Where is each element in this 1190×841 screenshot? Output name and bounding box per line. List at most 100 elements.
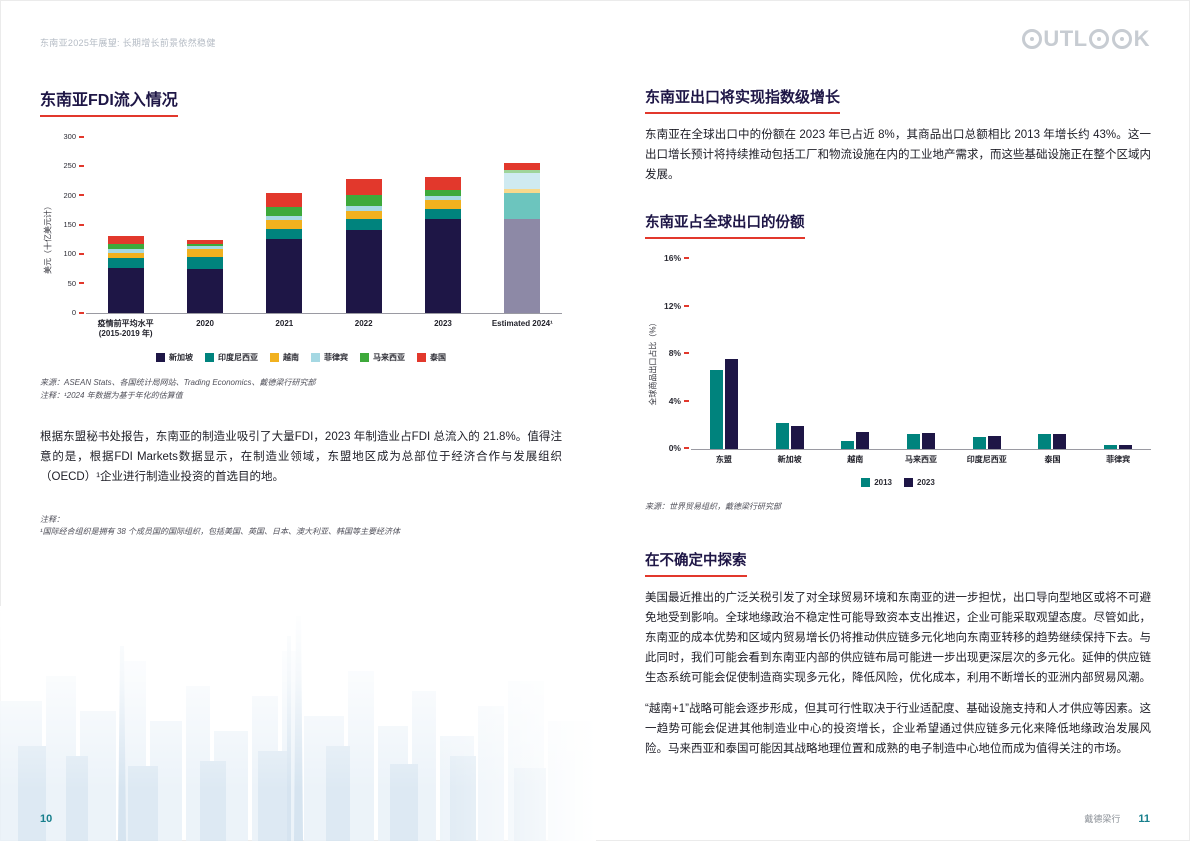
uncertainty-paragraph-2: “越南+1”战略可能会逐步形成，但其可行性取决于行业适配度、基础设施支持和人才供… [645, 703, 1151, 755]
bar-segment [424, 218, 461, 313]
plot-area: 东盟 新加坡 越南 马来西亚 印度尼西亚 泰国 菲律宾 [691, 259, 1151, 465]
bar [1119, 445, 1133, 450]
footnote-label: 注释： [40, 514, 64, 524]
export-chart-source: 来源：世界贸易组织，戴德梁行研究部 [645, 501, 781, 511]
legend-item: 印度尼西亚 [205, 352, 258, 363]
bar-segment [107, 257, 144, 268]
legend-label: 泰国 [430, 352, 446, 362]
bar-column [86, 137, 165, 313]
legend-item: 泰国 [417, 352, 446, 363]
y-tick-label: 4% [668, 395, 681, 406]
bar-column [483, 137, 562, 313]
page-number-left: 10 [40, 813, 53, 825]
bar-segment [345, 206, 382, 212]
bar-segment [266, 192, 303, 208]
bar [907, 433, 921, 450]
page-number-right: 11 [1138, 812, 1150, 825]
bar [709, 369, 723, 450]
fdi-section-title: 东南亚FDI流入情况 [40, 86, 178, 117]
bar-segment [504, 172, 541, 189]
y-axis: 0% 4% 8% 12% 16% [661, 253, 691, 453]
bar-segment [504, 162, 541, 170]
bar-column [822, 259, 888, 450]
stacked-bar [345, 179, 382, 313]
bar-column [245, 137, 324, 313]
y-tick-mark [79, 194, 84, 197]
legend-swatch [417, 352, 426, 362]
legend-label: 新加坡 [169, 352, 193, 362]
oecd-footnote: 注释： ¹国际经合组织是拥有 38 个成员国的国际组织，包括美国、英国、日本、澳… [40, 514, 562, 540]
y-tick-mark [79, 164, 84, 167]
y-tick: 50 [68, 279, 84, 288]
y-axis-title-text: 美元（十亿美元计） [43, 202, 53, 275]
bar-column [954, 259, 1020, 450]
legend-label: 印度尼西亚 [218, 352, 258, 362]
bar-column [691, 259, 757, 450]
bar-segment [186, 257, 223, 269]
skyline-fade-overlay [0, 606, 596, 841]
bar-segment [504, 169, 541, 173]
exports-section-title: 东南亚出口将实现指数级增长 [645, 86, 841, 114]
y-tick-mark [684, 352, 689, 355]
y-tick-mark [684, 399, 689, 402]
footnote-text: ¹国际经合组织是拥有 38 个成员国的国际组织，包括美国、英国、日本、澳大利亚、… [40, 527, 401, 537]
bar-group [709, 359, 738, 450]
x-tick-label: Estimated 2024¹ [491, 319, 553, 328]
bar-segment [504, 188, 541, 193]
y-tick: 250 [63, 161, 84, 170]
logo-o-icon [1089, 29, 1110, 49]
chart-legend: 新加坡 印度尼西亚 越南 菲律宾 马来西亚 泰国 [40, 352, 562, 363]
bar-segment [424, 196, 461, 201]
legend-label: 菲律宾 [324, 352, 348, 362]
legend-item: 新加坡 [156, 352, 193, 363]
y-tick-label: 250 [63, 161, 76, 171]
bar-segment [424, 190, 461, 197]
bar-column [1020, 259, 1086, 450]
y-tick-mark [684, 257, 689, 260]
y-tick-label: 100 [63, 249, 76, 259]
logo-letter: T [1059, 26, 1074, 51]
stacked-bar [504, 162, 541, 313]
bar [1104, 445, 1118, 450]
exports-paragraph: 东南亚在全球出口中的份额在 2023 年已占近 8%，其商品出口总额相比 201… [645, 129, 1151, 181]
y-tick: 150 [63, 220, 84, 229]
bar-segment [107, 267, 144, 313]
y-tick: 0% [669, 443, 689, 453]
y-tick: 0 [72, 308, 84, 317]
legend-swatch [205, 352, 214, 362]
bar-segment [186, 240, 223, 245]
y-tick-label: 300 [63, 132, 76, 141]
bar-group [841, 431, 870, 450]
left-page: 东南亚FDI流入情况 美元（十亿美元计） 0 50 100 150 200 250 300 疫情… [40, 86, 562, 539]
bar-segment [107, 244, 144, 250]
bar-group [907, 433, 936, 450]
uncertainty-paragraph-1: 美国最近推出的广泛关税引发了对全球贸易环境和东南亚的进一步担忧，出口导向型地区或… [645, 592, 1151, 684]
x-tick-label: 东盟 [715, 455, 732, 465]
chart-body: 全球商品出口占比（%） 0% 4% 8% 12% 16% 东盟 新加坡 越南 马来西亚 印度尼西亚 泰… [645, 253, 1151, 465]
bar-segment [107, 249, 144, 254]
bar-segment [186, 249, 223, 258]
bar [987, 436, 1001, 450]
bar-segment [345, 179, 382, 196]
legend-label: 2013 [874, 477, 892, 487]
x-tick-label: 马来西亚 [905, 455, 938, 465]
bar [856, 431, 870, 450]
y-axis: 0 50 100 150 200 250 300 [56, 132, 86, 317]
bar-segment [504, 192, 541, 219]
export-share-chart: 全球商品出口占比（%） 0% 4% 8% 12% 16% 东盟 新加坡 越南 马来西亚 印度尼西亚 泰… [645, 253, 1151, 487]
x-tick-label: 越南 [847, 455, 864, 465]
legend-item: 马来西亚 [360, 352, 405, 363]
bar-segment [186, 246, 223, 250]
stacked-bar [266, 192, 303, 313]
y-tick-label: 16% [663, 253, 681, 264]
bar-column [1085, 259, 1151, 450]
bar-segment [345, 211, 382, 220]
bar-segment [266, 228, 303, 239]
y-tick-label: 8% [668, 348, 681, 359]
legend-item: 2023 [904, 477, 935, 487]
y-tick-label: 50 [67, 278, 76, 288]
bar-column [757, 259, 823, 450]
legend-swatch [311, 352, 320, 362]
fdi-chart-notes: 来源：ASEAN Stats、各国统计局网站、Trading Economics… [40, 377, 562, 403]
